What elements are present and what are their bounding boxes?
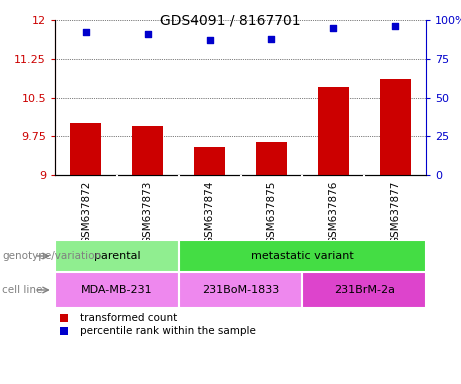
Bar <box>132 126 163 175</box>
Text: 231BoM-1833: 231BoM-1833 <box>202 285 279 295</box>
Text: GSM637873: GSM637873 <box>143 180 153 243</box>
Text: genotype/variation: genotype/variation <box>2 251 101 261</box>
Text: parental: parental <box>94 251 140 261</box>
Bar <box>256 142 287 175</box>
Bar <box>318 87 349 175</box>
Text: GSM637872: GSM637872 <box>81 180 91 243</box>
Bar <box>302 272 426 308</box>
Text: percentile rank within the sample: percentile rank within the sample <box>80 326 256 336</box>
Text: transformed count: transformed count <box>80 313 177 323</box>
Text: GSM637877: GSM637877 <box>390 180 400 243</box>
Point <box>330 25 337 31</box>
Point <box>268 36 275 42</box>
Text: MDA-MB-231: MDA-MB-231 <box>81 285 153 295</box>
Point <box>391 23 399 29</box>
Bar <box>55 272 179 308</box>
Text: metastatic variant: metastatic variant <box>251 251 354 261</box>
Text: cell line: cell line <box>2 285 43 295</box>
Bar <box>379 79 411 175</box>
Text: GSM637876: GSM637876 <box>328 180 338 243</box>
Bar <box>59 314 68 322</box>
Point <box>206 37 213 43</box>
Text: GSM637875: GSM637875 <box>266 180 277 243</box>
Bar <box>59 327 68 335</box>
Text: 231BrM-2a: 231BrM-2a <box>334 285 395 295</box>
Bar <box>55 240 179 272</box>
Point <box>144 31 151 37</box>
Bar <box>194 147 225 175</box>
Text: GSM637874: GSM637874 <box>205 180 214 243</box>
Bar <box>179 240 426 272</box>
Bar <box>71 123 101 175</box>
Bar <box>179 272 302 308</box>
Point <box>82 29 89 35</box>
Text: GDS4091 / 8167701: GDS4091 / 8167701 <box>160 13 301 27</box>
